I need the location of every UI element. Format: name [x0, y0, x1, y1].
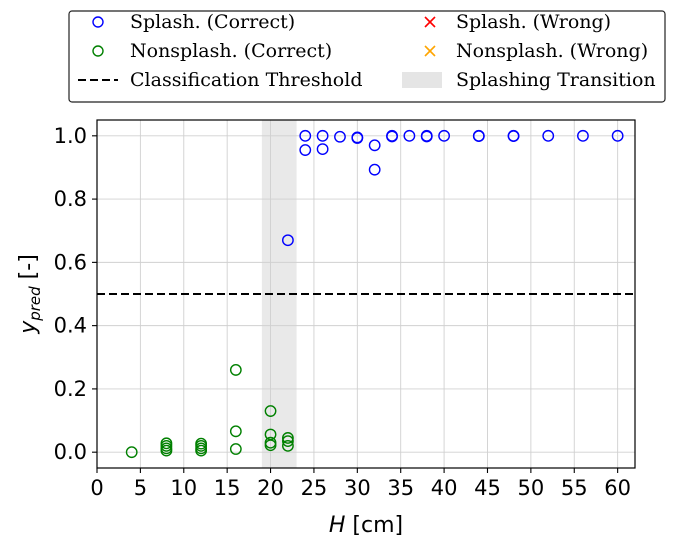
- x-tick-label: 40: [431, 476, 458, 500]
- legend-label-splashing-transition: Splashing Transition: [456, 69, 656, 91]
- data-point-splash-correct: [299, 144, 312, 156]
- legend-frame: [68, 10, 666, 103]
- data-point-splash-correct: [507, 130, 520, 143]
- legend-marker-splash-correct: [92, 16, 104, 28]
- legend-label-splash-wrong: Splash. (Wrong): [456, 11, 611, 33]
- data-point-splash-correct: [316, 143, 329, 156]
- x-tick-label: 25: [301, 476, 328, 500]
- x-tick-label: 15: [214, 476, 241, 500]
- data-point-nonsplash-correct: [125, 446, 138, 459]
- axes: 0 5 10 15 20 25 30 35 40 45 50 55 60 0.0 0.2 0.4 0.6 0.8 1…: [16, 119, 636, 538]
- data-point-splash-correct: [282, 234, 294, 247]
- data-point-nonsplash-correct: [195, 437, 208, 450]
- data-point-nonsplash-correct: [282, 432, 294, 444]
- data-point-splash-correct: [351, 132, 364, 144]
- legend-marker-splashing-transition: [402, 72, 442, 88]
- legend-label-nonsplash-wrong: Nonsplash. (Wrong): [456, 40, 648, 62]
- plot-area: [96, 120, 635, 468]
- x-tick-label: 30: [344, 476, 371, 500]
- x-tick-label: 45: [474, 476, 501, 500]
- y-tick-label: 0.0: [54, 440, 87, 464]
- legend-marker-splash-wrong: [424, 16, 436, 28]
- y-axis-variable: y: [16, 320, 41, 335]
- data-point-nonsplash-correct: [229, 443, 242, 455]
- legend-x-stroke: [424, 16, 436, 28]
- y-tick-label: 0.6: [54, 250, 87, 274]
- data-point-splash-correct: [386, 129, 398, 142]
- y-tick-label: 0.8: [54, 187, 87, 211]
- legend-label-classification-threshold: Classification Threshold: [130, 69, 363, 91]
- legend-label-splash-correct: Splash. (Correct): [130, 11, 295, 33]
- data-point-splash-correct: [420, 129, 433, 142]
- x-tick-label: 5: [134, 476, 147, 500]
- data-point-nonsplash-correct: [264, 439, 277, 452]
- data-point-nonsplash-correct: [282, 439, 294, 452]
- data-point-splash-correct: [577, 129, 589, 142]
- y-axis-unit: [-]: [16, 254, 41, 286]
- data-point-splash-correct: [299, 129, 312, 142]
- x-tick-label: 35: [387, 476, 414, 500]
- x-tick-label: 0: [90, 476, 103, 500]
- y-axis-label: ypred [-]: [16, 254, 44, 335]
- x-tick-label: 20: [257, 476, 284, 500]
- data-point-splash-correct: [368, 163, 381, 176]
- x-axis-unit: [cm]: [345, 513, 403, 538]
- data-point-splash-correct: [542, 129, 555, 142]
- y-axis-subscript: pred: [26, 286, 44, 322]
- plot-frame: [96, 119, 636, 469]
- data-point-nonsplash-correct: [229, 364, 242, 376]
- data-point-splash-correct: [438, 129, 450, 142]
- legend-marker-nonsplash-wrong: [424, 45, 436, 57]
- data-point-splash-correct: [472, 130, 485, 143]
- legend: Splash. (Correct) Splash. (Wrong) Nonsplas…: [68, 10, 666, 103]
- data-point-splash-correct: [316, 129, 329, 142]
- data-point-nonsplash-correct: [160, 437, 173, 450]
- legend-label-nonsplash-correct: Nonsplash. (Correct): [130, 40, 332, 62]
- data-point-splash-correct: [334, 130, 346, 143]
- data-point-nonsplash-correct: [282, 435, 294, 448]
- data-point-nonsplash-correct: [264, 405, 277, 417]
- x-tick-label: 60: [604, 476, 631, 500]
- x-axis-variable: H: [329, 513, 346, 538]
- data-point-splash-correct: [403, 129, 416, 142]
- x-axis-label: H [cm]: [329, 513, 403, 538]
- y-tick-label: 0.4: [54, 314, 87, 338]
- legend-marker-nonsplash-correct: [92, 45, 104, 57]
- y-tick-label: 1.0: [54, 124, 87, 148]
- data-point-splash-correct: [368, 139, 381, 152]
- x-tick-label: 50: [518, 476, 545, 500]
- y-tick-label: 0.2: [54, 377, 87, 401]
- x-tick-label: 55: [561, 476, 588, 500]
- data-point-nonsplash-correct: [229, 425, 242, 438]
- data-point-splash-correct: [611, 129, 624, 142]
- x-tick-label: 10: [170, 476, 197, 500]
- legend-x-stroke: [424, 45, 436, 57]
